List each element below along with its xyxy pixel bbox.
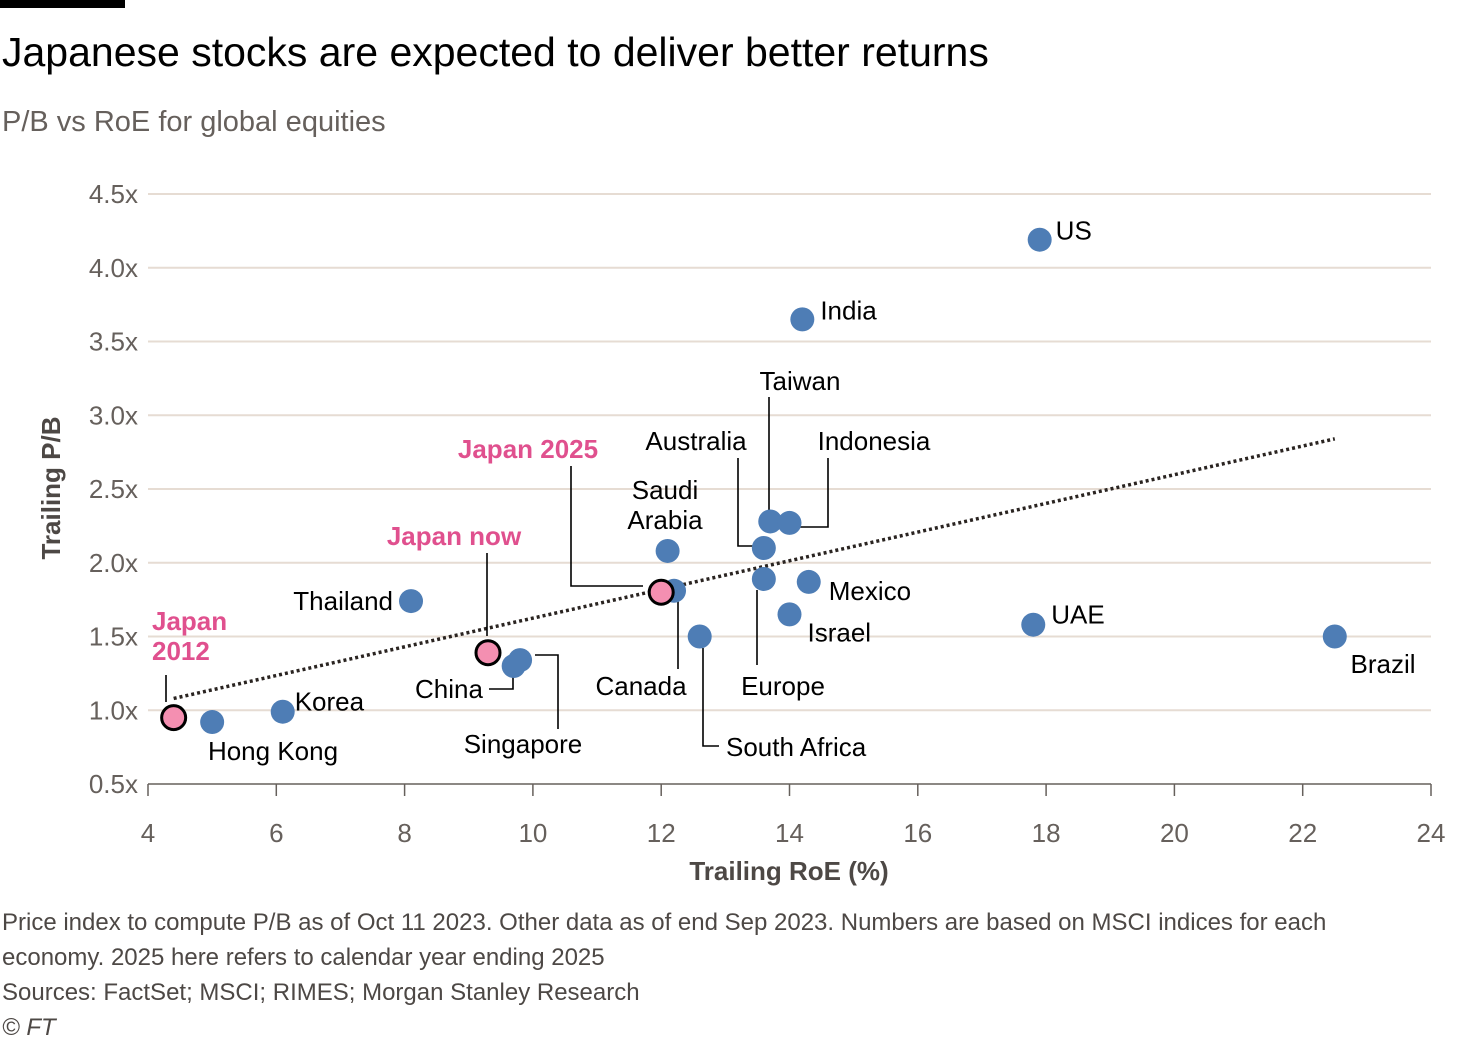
x-axis-title: Trailing RoE (%) (689, 856, 888, 886)
y-tick-label: 4.0x (89, 253, 138, 283)
point-mexico (796, 569, 821, 594)
y-tick-label: 3.5x (89, 327, 138, 357)
point-label-india: India (820, 295, 877, 325)
data-labels: US India Taiwan Indonesia Australia Saudi Arab… (152, 216, 1416, 766)
footer: Price index to compute P/B as of Oct 11 … (2, 905, 1442, 1045)
point-australia (751, 536, 776, 560)
point-us (1027, 227, 1052, 252)
y-tick-label: 2.5x (89, 474, 138, 504)
x-tick-label: 16 (903, 818, 932, 848)
point-korea (270, 699, 295, 724)
japan-point-japan-now (474, 639, 502, 667)
point-label-south-africa: South Africa (726, 732, 867, 762)
point-label-us: US (1056, 216, 1092, 246)
x-tick-label: 14 (775, 818, 804, 848)
x-tick-label: 22 (1288, 818, 1317, 848)
point-label-mexico: Mexico (829, 576, 911, 606)
point-uae (1021, 612, 1046, 637)
x-tick-label: 8 (397, 818, 411, 848)
y-tick-label: 2.0x (89, 548, 138, 578)
point-label-hong-kong: Hong Kong (208, 736, 338, 766)
point-israel (777, 602, 802, 627)
y-axis-ticks: 0.5x 1.0x 1.5x 2.0x 2.5x 3.0x 3.5x 4.0x 4.5x (89, 179, 138, 799)
y-tick-label: 1.0x (89, 695, 138, 725)
x-tick-label: 12 (647, 818, 676, 848)
point-taiwan (758, 509, 783, 534)
point-europe (751, 566, 776, 591)
x-axis: 4 6 8 10 12 14 16 18 20 22 24 (141, 783, 1446, 848)
point-label-indonesia: Indonesia (818, 426, 931, 456)
point-label-australia: Australia (645, 426, 747, 456)
point-label-singapore: Singapore (464, 729, 583, 759)
trendline-group (173, 437, 1336, 701)
x-tick-label: 4 (141, 818, 155, 848)
point-saudi-arabia (655, 538, 680, 563)
japan-point-japan-2025 (647, 578, 675, 606)
gridlines (148, 193, 1431, 712)
y-axis-title: Trailing P/B (36, 416, 66, 559)
x-tick-label: 20 (1160, 818, 1189, 848)
point-label-thailand: Thailand (293, 586, 393, 616)
data-points (160, 227, 1347, 735)
scatter-chart: 0.5x 1.0x 1.5x 2.0x 2.5x 3.0x 3.5x 4.0x 4.5x 4 6 8… (36, 179, 1446, 886)
leader-line-south-africa (702, 648, 719, 747)
chart-title: Japanese stocks are expected to deliver … (2, 29, 989, 75)
x-tick-label: 24 (1417, 818, 1446, 848)
point-label-japan-2025: Japan 2025 (458, 434, 598, 464)
point-label-saudi-arabia: Saudi Arabia (627, 475, 703, 535)
chart-subtitle: P/B vs RoE for global equities (2, 106, 386, 138)
footer-sources: Sources: FactSet; MSCI; RIMES; Morgan St… (2, 979, 640, 1006)
y-tick-label: 1.5x (89, 622, 138, 652)
point-label-japan-2012: Japan 2012 (152, 606, 227, 666)
point-label-taiwan: Taiwan (760, 366, 841, 396)
y-tick-label: 4.5x (89, 179, 138, 209)
point-label-china: China (415, 674, 483, 704)
leader-line-indonesia (800, 458, 829, 528)
japan-point-japan-2012 (160, 704, 188, 732)
point-china (501, 654, 526, 678)
point-label-japan-now: Japan now (387, 521, 522, 551)
trendline (173, 437, 1336, 701)
point-label-uae: UAE (1051, 600, 1104, 630)
point-thailand (399, 589, 424, 614)
leader-lines (165, 397, 829, 747)
brand-bar (0, 0, 125, 8)
point-brazil (1322, 624, 1347, 649)
footer-note-line-2: economy. 2025 here refers to calendar ye… (2, 944, 605, 971)
x-tick-label: 18 (1032, 818, 1061, 848)
point-india (790, 307, 815, 332)
footer-copyright: © FT (2, 1014, 56, 1041)
y-tick-label: 3.0x (89, 400, 138, 430)
footer-note-line-1: Price index to compute P/B as of Oct 11 … (2, 909, 1327, 936)
leader-line-australia (737, 458, 758, 547)
point-label-korea: Korea (295, 687, 365, 717)
point-south-africa (687, 624, 712, 649)
x-tick-label: 6 (269, 818, 283, 848)
x-tick-label: 10 (518, 818, 547, 848)
point-label-israel: Israel (808, 617, 872, 647)
leader-line-japan-2025 (570, 466, 643, 587)
point-label-brazil: Brazil (1350, 649, 1415, 679)
point-label-canada: Canada (595, 671, 687, 701)
point-indonesia (777, 510, 802, 535)
point-hong-kong (200, 710, 225, 735)
point-label-europe: Europe (741, 671, 825, 701)
y-tick-label: 0.5x (89, 769, 138, 799)
leader-line-singapore (535, 654, 559, 729)
